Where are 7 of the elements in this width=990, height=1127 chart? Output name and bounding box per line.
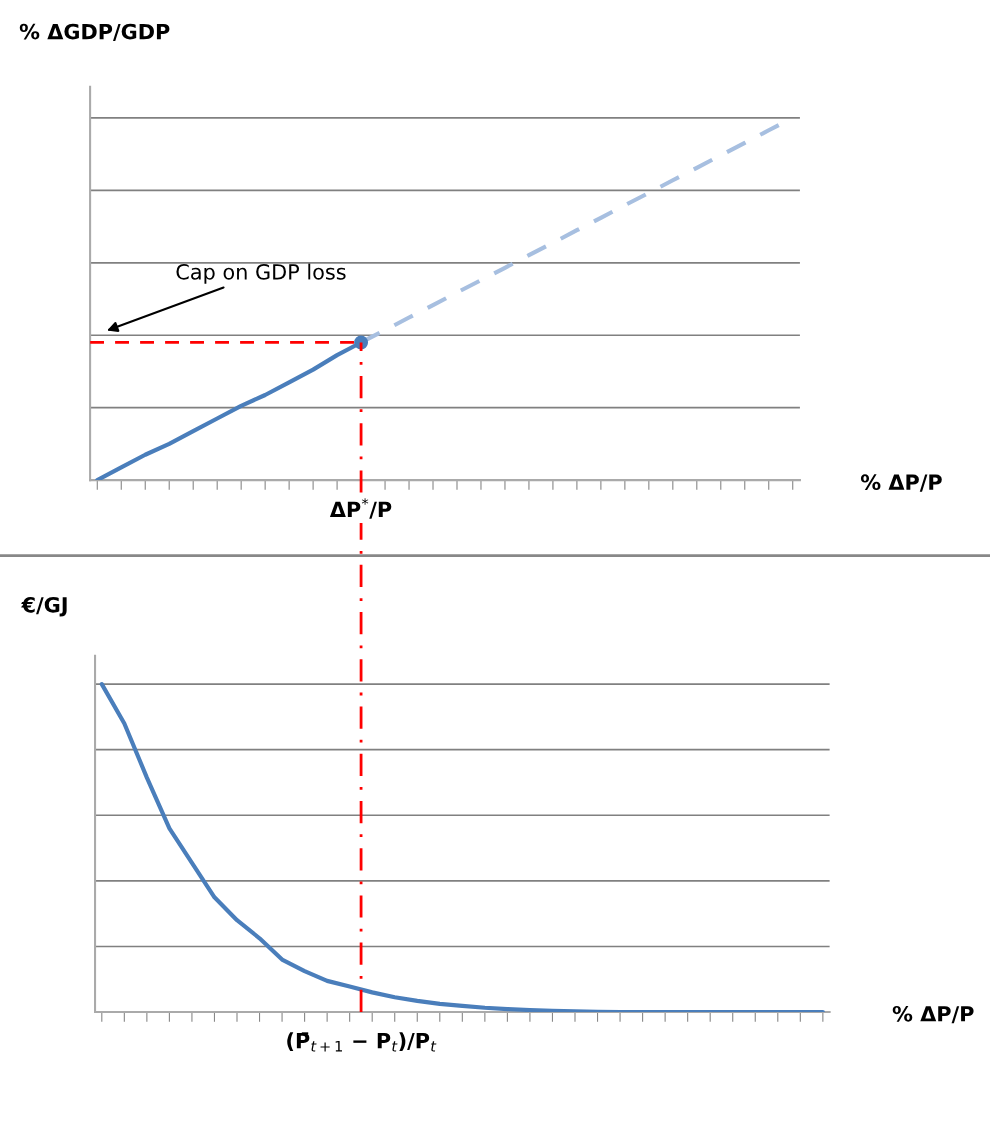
annotation: Cap on GDP loss [176, 263, 346, 284]
x-axis-title: % ΔP/P [892, 1005, 974, 1024]
x-axis-title: % ΔP/P [860, 474, 942, 492]
y-axis-title: €/GJ [21, 596, 67, 617]
text: (P̄$_{t+1}$ − P$_{t}$)/P$_{t}$ [287, 1032, 437, 1052]
y-axis-title: % ΔGDP/GDP [19, 23, 170, 42]
text: ΔP$^{*}$/P [329, 498, 392, 519]
